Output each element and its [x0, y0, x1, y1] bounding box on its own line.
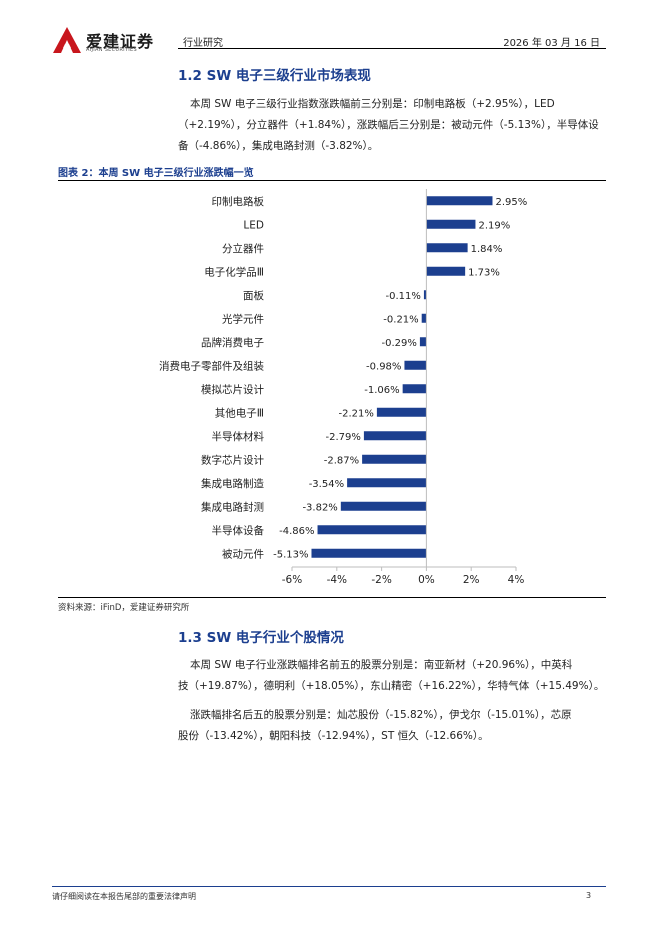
industry-change-bar-chart: 印制电路板 2.95% LED 2.19% 分立器件 1.84% 电子化学品Ⅲ 1.73% 面板… — [159, 189, 527, 586]
header-rule — [178, 48, 606, 49]
bar-1 — [426, 219, 476, 229]
figure-bottom-rule — [58, 597, 606, 598]
page-number: 3 — [586, 891, 592, 900]
value-label: 2.19% — [478, 220, 510, 231]
category-label: 被动元件 — [222, 547, 264, 560]
bar-14 — [317, 525, 427, 535]
figure-top-rule — [58, 180, 606, 181]
value-label: -1.06% — [364, 385, 399, 396]
figure-title: 图表 2：本周 SW 电子三级行业涨跌幅一览 — [58, 168, 254, 179]
value-label: -3.82% — [302, 502, 337, 513]
value-label: -4.86% — [279, 526, 314, 537]
value-label: -2.21% — [339, 408, 374, 419]
bar-6 — [419, 337, 427, 347]
stock-losers-line-1: 涨跌幅排名后五的股票分别是：灿芯股份（-15.82%），伊戈尔（-15.01%）… — [190, 709, 572, 721]
category-label: 集成电路封测 — [201, 500, 264, 513]
value-label: -0.98% — [366, 361, 401, 372]
category-label: 半导体设备 — [212, 524, 265, 537]
category-label: 数字芯片设计 — [201, 453, 264, 466]
x-tick-label: 4% — [508, 574, 525, 586]
category-label: 模拟芯片设计 — [201, 383, 264, 396]
logo-name-cn: 爱建证券 — [86, 32, 155, 51]
x-tick-label: -4% — [327, 574, 347, 586]
value-label: 1.73% — [468, 267, 500, 278]
category-label: 面板 — [243, 289, 264, 302]
category-label: 品牌消费电子 — [201, 336, 264, 349]
stock-gainers-line-1: 本周 SW 电子行业涨跌幅排名前五的股票分别是：南亚新材（+20.96%），中英… — [190, 659, 573, 671]
category-label: 印制电路板 — [212, 195, 265, 208]
bar-11 — [362, 454, 427, 464]
section-title-industry-performance: 1.2 SW 电子三级行业市场表现 — [178, 68, 371, 84]
bar-0 — [426, 196, 493, 206]
bar-12 — [347, 478, 427, 488]
logo-name-en: AIJIAN SECURITIES — [86, 47, 137, 53]
value-label: -5.13% — [273, 549, 308, 560]
value-label: -2.79% — [326, 432, 361, 443]
bar-7 — [404, 360, 427, 370]
category-label: 半导体材料 — [212, 430, 265, 443]
value-label: -0.21% — [383, 314, 418, 325]
bar-15 — [311, 548, 427, 558]
category-label: 其他电子Ⅲ — [215, 406, 264, 419]
section-title-stock-performance: 1.3 SW 电子行业个股情况 — [178, 630, 344, 646]
bar-3 — [426, 266, 466, 276]
category-label: 分立器件 — [222, 242, 264, 255]
category-label: LED — [243, 219, 264, 231]
brand-logo: 爱建证券 AIJIAN SECURITIES — [52, 26, 162, 56]
x-tick-label: 2% — [463, 574, 480, 586]
category-label: 集成电路制造 — [201, 477, 264, 490]
footer-disclaimer: 请仔细阅读在本报告尾部的重要法律声明 — [52, 892, 196, 901]
x-tick-label: -6% — [282, 574, 302, 586]
value-label: -2.87% — [324, 455, 359, 466]
bar-8 — [402, 384, 427, 394]
x-tick-label: 0% — [418, 574, 435, 586]
category-label: 电子化学品Ⅲ — [204, 265, 264, 278]
category-label: 消费电子零部件及组装 — [159, 359, 264, 372]
report-category: 行业研究 — [183, 38, 223, 49]
section-paragraph-industry-performance: 本周 SW 电子三级行业指数涨跌幅前三分别是：印制电路板（+2.95%），LED… — [178, 98, 599, 152]
bar-9 — [376, 407, 427, 417]
value-label: -3.54% — [309, 479, 344, 490]
bar-5 — [421, 313, 427, 323]
bar-10 — [363, 431, 427, 441]
stock-gainers-line-2: 技（+19.87%），德明利（+18.05%），东山精密（+16.22%），华特… — [178, 680, 605, 692]
x-tick-label: -2% — [371, 574, 391, 586]
bar-2 — [426, 243, 468, 253]
footer-rule — [52, 886, 606, 887]
bar-4 — [423, 290, 427, 300]
value-label: -0.29% — [382, 338, 417, 349]
value-label: 2.95% — [495, 197, 527, 208]
bar-13 — [340, 501, 427, 511]
report-date: 2026 年 03 月 16 日 — [503, 38, 600, 49]
figure-source: 资料来源：iFinD，爱建证券研究所 — [58, 603, 190, 613]
logo-mark-icon — [53, 27, 81, 53]
value-label: -0.11% — [386, 291, 421, 302]
category-label: 光学元件 — [222, 312, 264, 325]
stock-losers-line-2: 股份（-13.42%），朝阳科技（-12.94%），ST 恒久（-12.66%）… — [178, 730, 489, 742]
value-label: 1.84% — [471, 244, 503, 255]
